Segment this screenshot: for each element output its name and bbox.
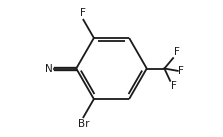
- Text: F: F: [171, 82, 177, 92]
- Text: F: F: [178, 66, 184, 76]
- Text: F: F: [80, 8, 86, 18]
- Text: F: F: [174, 47, 180, 57]
- Text: Br: Br: [78, 119, 89, 129]
- Text: N: N: [45, 64, 53, 73]
